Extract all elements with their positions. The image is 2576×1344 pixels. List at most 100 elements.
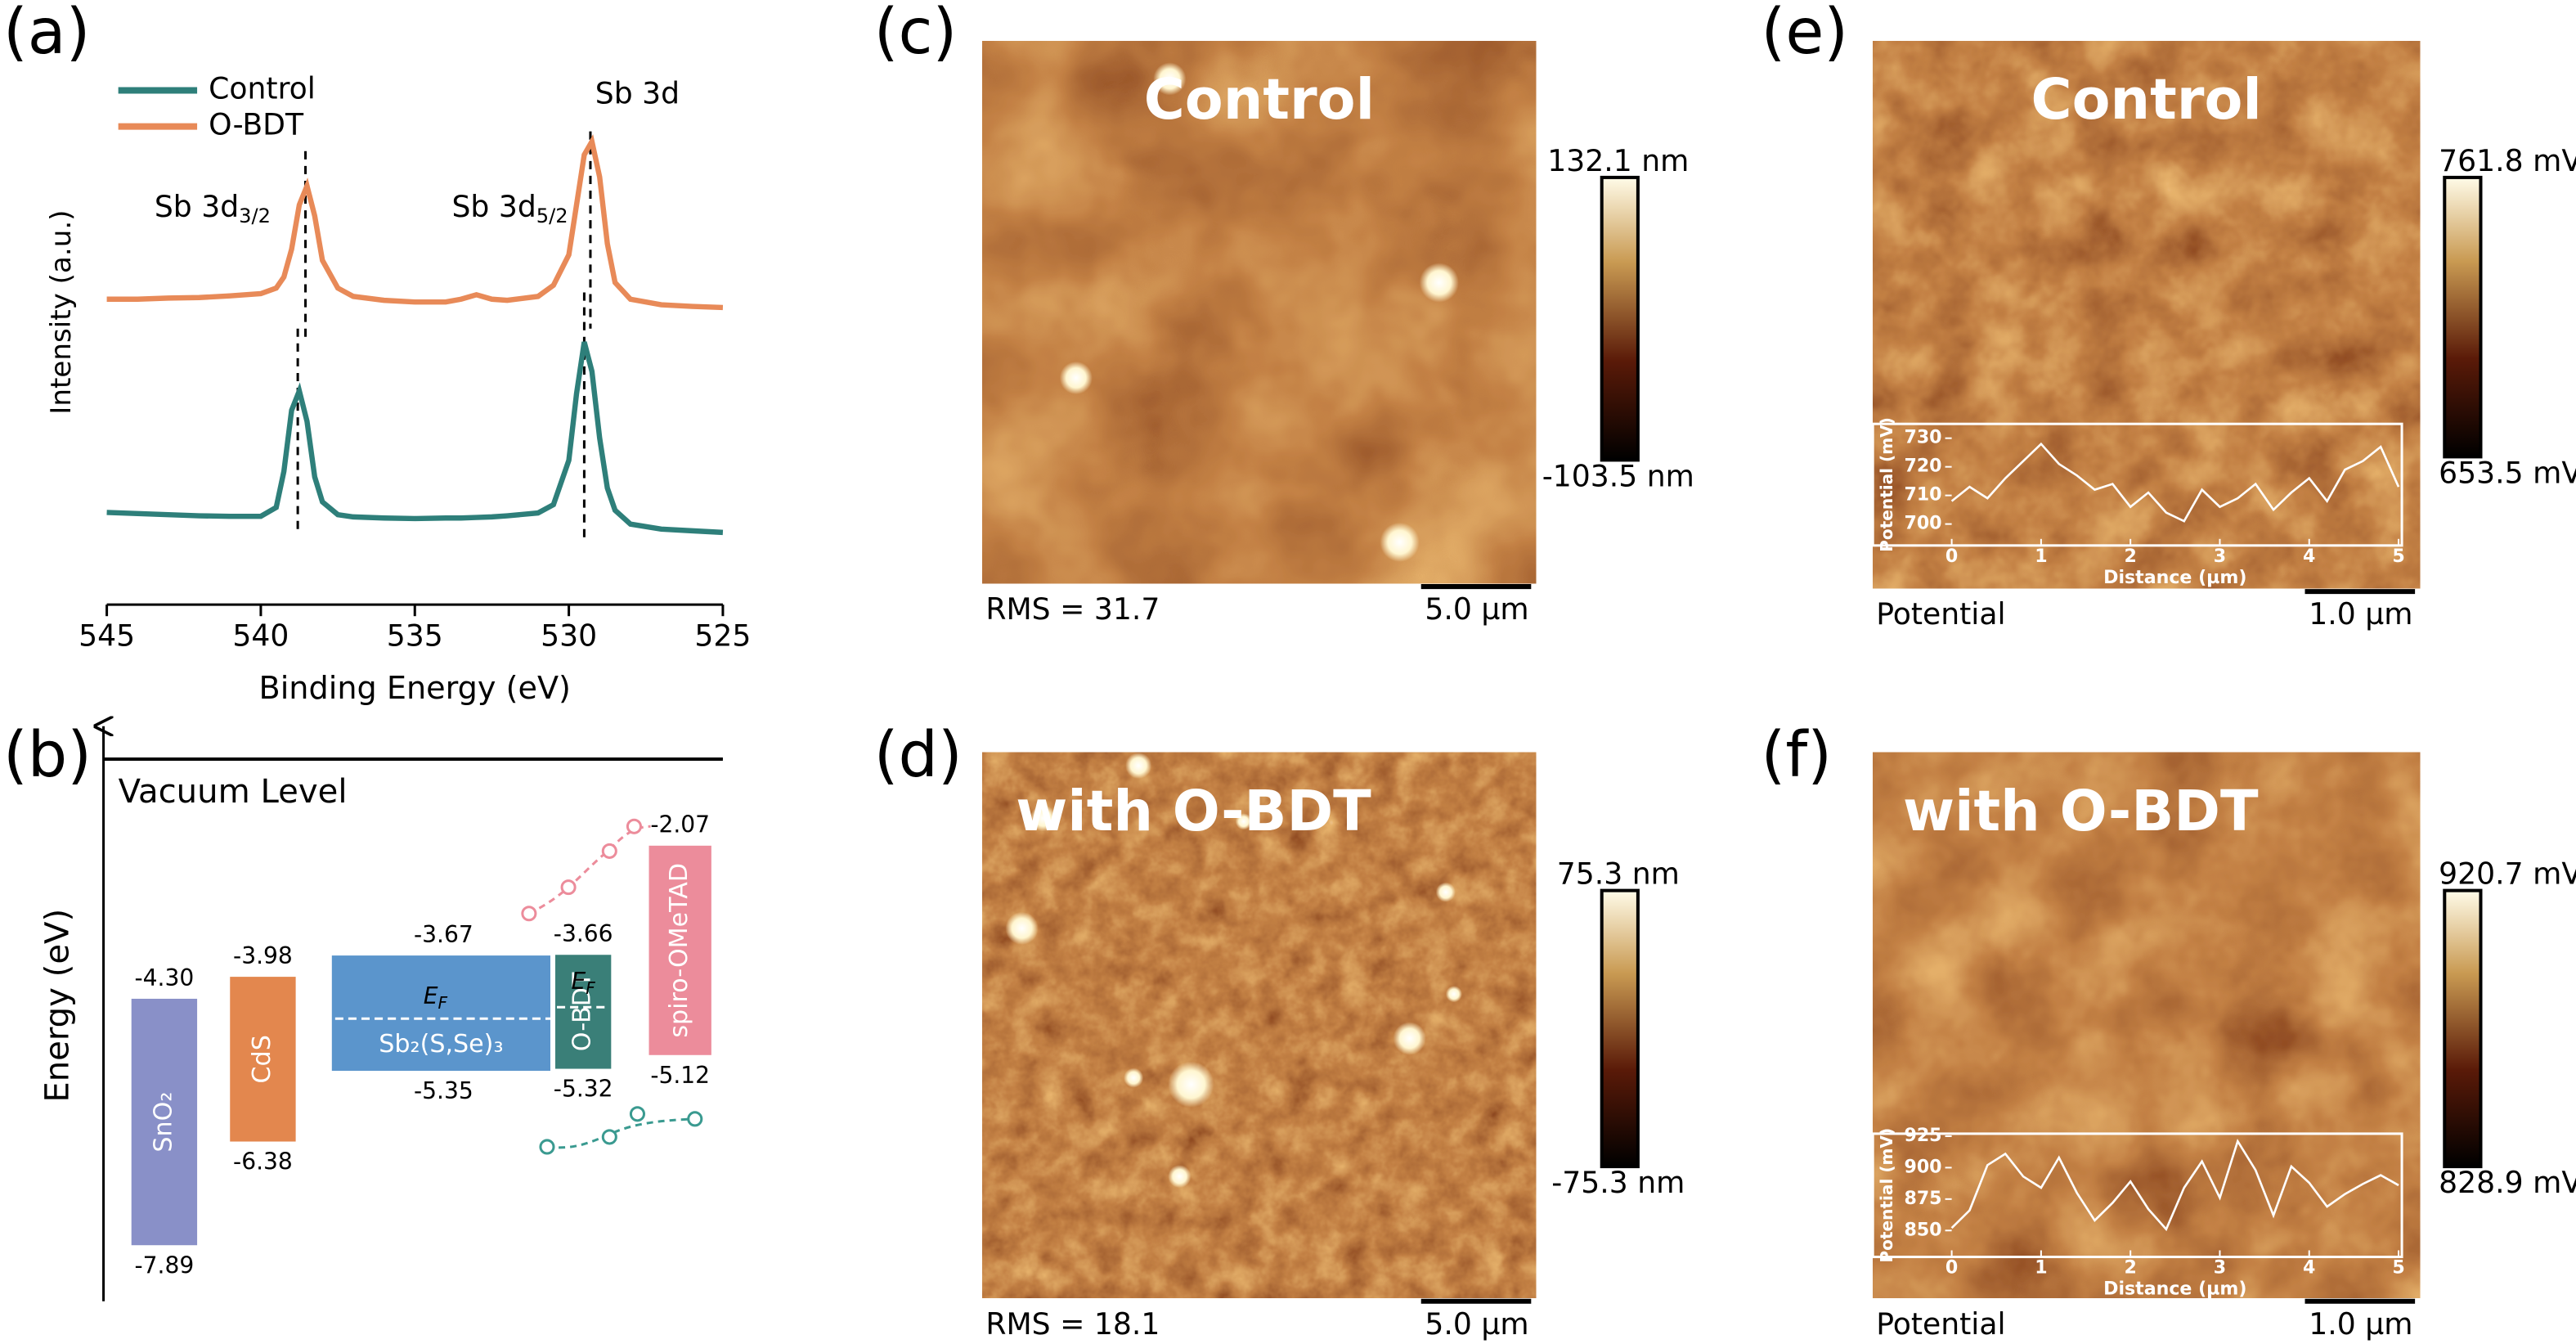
energy-axis-label: Energy (eV) xyxy=(38,909,76,1103)
inset-x-tick-label: 3 xyxy=(2214,546,2226,567)
vbm-label: -5.35 xyxy=(414,1077,473,1104)
carrier xyxy=(521,906,537,922)
inset-x-tick-label: 2 xyxy=(2124,546,2136,567)
vacuum-label: Vacuum Level xyxy=(119,773,348,811)
scale-bar-label: 5.0 µm xyxy=(1425,591,1528,627)
inset-x-tick-label: 4 xyxy=(2303,546,2315,567)
y-axis-label: Intensity (a.u.) xyxy=(45,210,78,415)
inset-y-tick-label: 720 xyxy=(1904,456,1941,477)
fermi-text: E xyxy=(572,968,586,995)
cbm-label: -3.98 xyxy=(233,942,293,969)
inset-y-tick-label: 925 xyxy=(1904,1125,1941,1146)
spectrum-line xyxy=(106,341,724,536)
panel-label: (b) xyxy=(3,719,92,792)
vbm-label: -5.12 xyxy=(650,1062,710,1089)
annotation-subscript: 5/2 xyxy=(536,205,568,227)
vbm-label: -7.89 xyxy=(135,1252,195,1279)
peak-annotation: Sb 3d3/2 xyxy=(155,189,271,227)
inset-frame xyxy=(1871,422,2403,547)
bright-feature xyxy=(1005,911,1039,945)
image-title: Control xyxy=(2031,68,2262,133)
inset-y-tick-label: 700 xyxy=(1904,513,1941,534)
inset-x-label: Distance (µm) xyxy=(2103,1279,2246,1300)
inset-y-label: Potential (mV) xyxy=(1877,417,1896,552)
legend-label: O-BDT xyxy=(209,107,304,142)
bright-feature xyxy=(1030,805,1057,832)
bright-feature xyxy=(1153,62,1187,96)
colorbar xyxy=(1600,888,1640,1169)
image-caption: RMS = 31.7 xyxy=(985,591,1160,627)
fermi-label: EF xyxy=(572,968,596,998)
fermi-subscript: F xyxy=(586,978,595,998)
panel-label: (c) xyxy=(874,0,958,69)
energy-band xyxy=(555,955,612,1069)
image-title: with O-BDT xyxy=(1903,780,2259,844)
peak-annotation: Sb 3d5/2 xyxy=(451,189,568,227)
image-title: with O-BDT xyxy=(1016,780,1371,844)
panel-label: (f) xyxy=(1761,719,1832,792)
profile-line xyxy=(1950,442,2400,523)
inset-x-tick-label: 5 xyxy=(2392,1257,2404,1279)
carrier xyxy=(629,1106,646,1122)
vbm-label: -5.32 xyxy=(554,1076,613,1103)
bright-feature xyxy=(1168,1061,1214,1108)
panel-label: (a) xyxy=(3,0,90,69)
annotation-text: Sb 3d xyxy=(595,75,680,110)
inset-x-tick-label: 1 xyxy=(2035,1257,2047,1279)
legend-label: Control xyxy=(209,70,316,106)
inset-x-tick-label: 3 xyxy=(2214,1257,2226,1279)
inset-y-tick-label: 875 xyxy=(1904,1188,1941,1209)
bright-feature xyxy=(1059,361,1093,395)
fermi-label: EF xyxy=(424,982,448,1013)
peak-annotation: Sb 3d xyxy=(595,75,680,110)
colorbar xyxy=(2443,175,2483,459)
colorbar xyxy=(1600,175,1640,462)
spectrum-line xyxy=(106,134,724,311)
hole-path xyxy=(546,1117,695,1149)
image-title: Control xyxy=(1144,68,1375,133)
cbm-label: -4.30 xyxy=(135,964,195,991)
bright-feature xyxy=(1380,522,1420,562)
material-name: spiro-OMeTAD xyxy=(665,863,693,1038)
inset-frame xyxy=(1871,1132,2403,1259)
x-tick-label: 540 xyxy=(232,618,289,653)
x-tick-label: 535 xyxy=(387,618,443,653)
profile-line xyxy=(1950,1139,2399,1232)
bright-feature xyxy=(1125,752,1152,780)
inset-x-tick-label: 0 xyxy=(1945,1257,1958,1279)
inset-x-tick-label: 0 xyxy=(1945,546,1958,567)
cbm-label: -3.66 xyxy=(554,920,613,947)
colorbar-max: 132.1 nm xyxy=(1547,143,1689,178)
colorbar-min: -75.3 nm xyxy=(1551,1165,1685,1200)
cbm-label: -2.07 xyxy=(650,811,710,838)
scale-bar-label: 1.0 µm xyxy=(2309,596,2412,632)
bright-feature xyxy=(1445,986,1462,1003)
inset-x-tick-label: 2 xyxy=(2124,1257,2136,1279)
inset-y-tick-label: 730 xyxy=(1904,427,1941,448)
annotation-text: Sb 3d xyxy=(451,189,536,224)
colorbar-min: 828.9 mV xyxy=(2439,1165,2576,1200)
x-tick-label: 545 xyxy=(79,618,135,653)
cbm-label: -3.67 xyxy=(414,921,473,948)
bright-feature xyxy=(1393,1022,1426,1055)
inset-y-tick-label: 900 xyxy=(1904,1156,1941,1177)
material-name: Sb₂(S,Se)₃ xyxy=(379,1030,503,1059)
x-tick-label: 525 xyxy=(694,618,751,653)
bright-feature xyxy=(1235,813,1252,830)
bright-feature xyxy=(1124,1068,1144,1088)
inset-x-tick-label: 5 xyxy=(2392,546,2404,567)
energy-band xyxy=(648,845,711,1055)
fermi-level xyxy=(334,1005,610,1020)
x-tick-label: 530 xyxy=(541,618,597,653)
annotation-text: Sb 3d xyxy=(155,189,239,224)
vbm-label: -6.38 xyxy=(233,1148,293,1175)
image-caption: Potential xyxy=(1876,596,2005,632)
image-caption: Potential xyxy=(1876,1306,2005,1342)
material-name: O-BDT xyxy=(568,972,597,1051)
carrier xyxy=(560,879,577,896)
bright-feature xyxy=(1168,1165,1192,1189)
energy-band xyxy=(131,998,198,1246)
fermi-subscript: F xyxy=(438,993,447,1013)
carrier xyxy=(601,843,617,859)
